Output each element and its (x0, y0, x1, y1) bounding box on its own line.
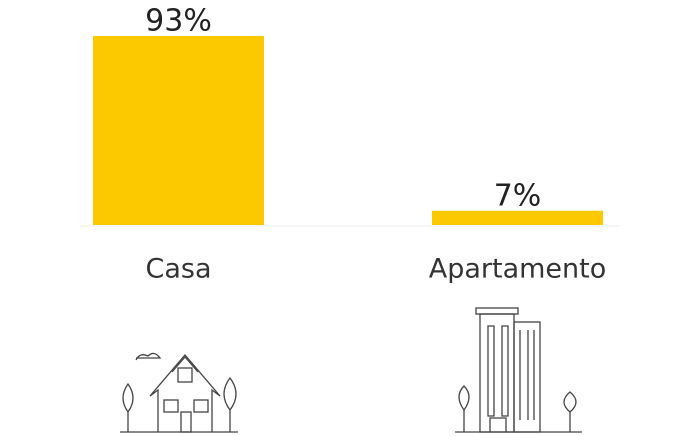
category-label: Apartamento (429, 254, 607, 285)
category-label: Casa (145, 254, 211, 285)
bar (93, 36, 264, 225)
value-label: 7% (494, 178, 542, 213)
building-icon (455, 307, 582, 433)
value-label: 93% (145, 4, 212, 39)
house-icon (120, 352, 238, 433)
bar (432, 210, 603, 225)
